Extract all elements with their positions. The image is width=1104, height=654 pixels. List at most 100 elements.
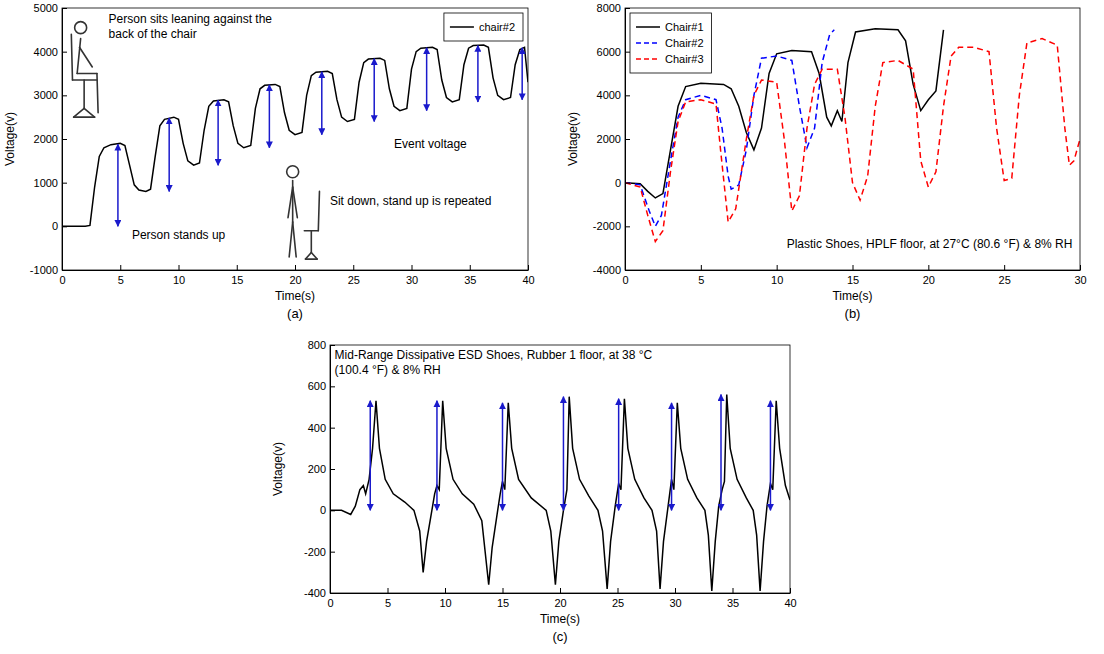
y-tick-mark xyxy=(330,469,335,470)
x-tick-mark xyxy=(528,265,529,270)
plot-area xyxy=(62,22,528,259)
data-line xyxy=(625,30,834,227)
plot-frame xyxy=(62,8,528,270)
plot-area xyxy=(330,395,790,591)
legend-label: Chair#1 xyxy=(665,21,704,33)
y-tick-label: 4000 xyxy=(597,89,621,101)
y-tick: 0 xyxy=(615,177,630,189)
y-tick-label: 400 xyxy=(308,422,326,434)
x-tick: 20 xyxy=(923,265,935,286)
y-tick-label: -4000 xyxy=(593,264,621,276)
y-tick: 800 xyxy=(308,339,335,351)
legend-box xyxy=(630,13,712,73)
x-axis-line xyxy=(63,270,529,271)
y-tick: -1000 xyxy=(30,264,67,276)
x-tick: 30 xyxy=(669,588,681,609)
legend-swatch xyxy=(636,58,660,60)
y-axis-title: Voltage(v) xyxy=(566,112,580,166)
text-line: back of the chair xyxy=(109,27,197,41)
event-arrow xyxy=(217,100,219,165)
event-arrow xyxy=(770,401,772,511)
x-tick-label: 40 xyxy=(784,597,796,609)
x-tick: 40 xyxy=(784,588,796,609)
x-tick-label: 10 xyxy=(439,597,451,609)
x-tick: 5 xyxy=(118,265,124,286)
x-tick-label: 30 xyxy=(1074,274,1086,286)
y-tick-label: 200 xyxy=(308,463,326,475)
y-tick-mark xyxy=(62,226,67,227)
data-line xyxy=(330,395,790,591)
plot-background xyxy=(625,8,1080,270)
chair-back xyxy=(71,34,72,80)
y-tick: -200 xyxy=(304,546,335,558)
x-tick-mark xyxy=(1080,265,1081,270)
x-tick-mark xyxy=(560,588,561,593)
y-tick-label: -2000 xyxy=(593,220,621,232)
y-tick-label: -400 xyxy=(304,587,326,599)
panel: 051015202530-4000-200002000400060008000T… xyxy=(566,2,1087,321)
chair-base xyxy=(74,116,95,118)
x-tick: 10 xyxy=(439,588,451,609)
x-tick-mark xyxy=(733,588,734,593)
x-tick-mark xyxy=(853,265,854,270)
annotation: Event voltage xyxy=(394,137,467,151)
person-arm xyxy=(79,47,92,67)
panel-caption: (c) xyxy=(552,629,567,644)
x-tick-label: 20 xyxy=(289,274,301,286)
x-tick-mark xyxy=(445,588,446,593)
y-tick-mark xyxy=(625,183,630,184)
chair-base xyxy=(84,108,94,117)
x-tick-label: 0 xyxy=(59,274,65,286)
annotation: Sit down, stand up is repeated xyxy=(330,194,491,208)
x-tick-mark xyxy=(928,265,929,270)
x-tick-label: 30 xyxy=(669,597,681,609)
y-tick-mark xyxy=(330,552,335,553)
y-tick-label: 0 xyxy=(52,220,58,232)
event-arrow xyxy=(563,397,565,511)
data-line xyxy=(625,29,944,198)
y-tick: -4000 xyxy=(593,264,630,276)
person-arm xyxy=(293,187,298,218)
annotation: Mid-Range Dissipative ESD Shoes, Rubber … xyxy=(335,348,653,376)
person-head xyxy=(287,166,299,178)
x-axis-line xyxy=(331,593,791,594)
legend: Chair#1Chair#2Chair#3 xyxy=(630,13,712,73)
y-tick-label: 8000 xyxy=(597,2,621,14)
y-tick-mark xyxy=(625,8,630,9)
y-tick: 6000 xyxy=(597,46,630,58)
chair-pole xyxy=(83,80,85,108)
x-tick-mark xyxy=(179,265,180,270)
plot-background xyxy=(330,345,790,593)
panel: 0510152025303540-10000100020003000400050… xyxy=(3,2,535,321)
x-tick-mark xyxy=(503,588,504,593)
legend-swatch xyxy=(636,42,660,44)
event-arrow xyxy=(618,399,620,511)
x-tick: 5 xyxy=(385,588,391,609)
x-tick: 20 xyxy=(554,588,566,609)
panel-caption: (b) xyxy=(845,306,861,321)
x-tick-label: 5 xyxy=(118,274,124,286)
x-tick-mark xyxy=(353,265,354,270)
x-tick-mark xyxy=(412,265,413,270)
x-tick-label: 20 xyxy=(923,274,935,286)
x-tick: 40 xyxy=(522,265,534,286)
y-tick: 4000 xyxy=(34,46,67,58)
y-tick-mark xyxy=(625,226,630,227)
event-arrow xyxy=(671,403,673,510)
x-tick: 20 xyxy=(289,265,301,286)
x-tick-mark xyxy=(790,588,791,593)
x-tick-label: 10 xyxy=(173,274,185,286)
y-tick-label: 600 xyxy=(308,380,326,392)
x-tick-label: 0 xyxy=(327,597,333,609)
y-tick-label: 4000 xyxy=(34,46,58,58)
y-tick-mark xyxy=(625,139,630,140)
x-tick-label: 5 xyxy=(385,597,391,609)
x-tick-label: 15 xyxy=(497,597,509,609)
x-tick-label: 25 xyxy=(612,597,624,609)
x-tick-mark xyxy=(777,265,778,270)
panel: 0510152025303540-400-2000200400600800Tim… xyxy=(271,339,797,644)
x-tick: 25 xyxy=(348,265,360,286)
x-tick-mark xyxy=(295,265,296,270)
x-tick-mark xyxy=(470,265,471,270)
annotation: Person sits leaning against theback of t… xyxy=(109,12,273,40)
